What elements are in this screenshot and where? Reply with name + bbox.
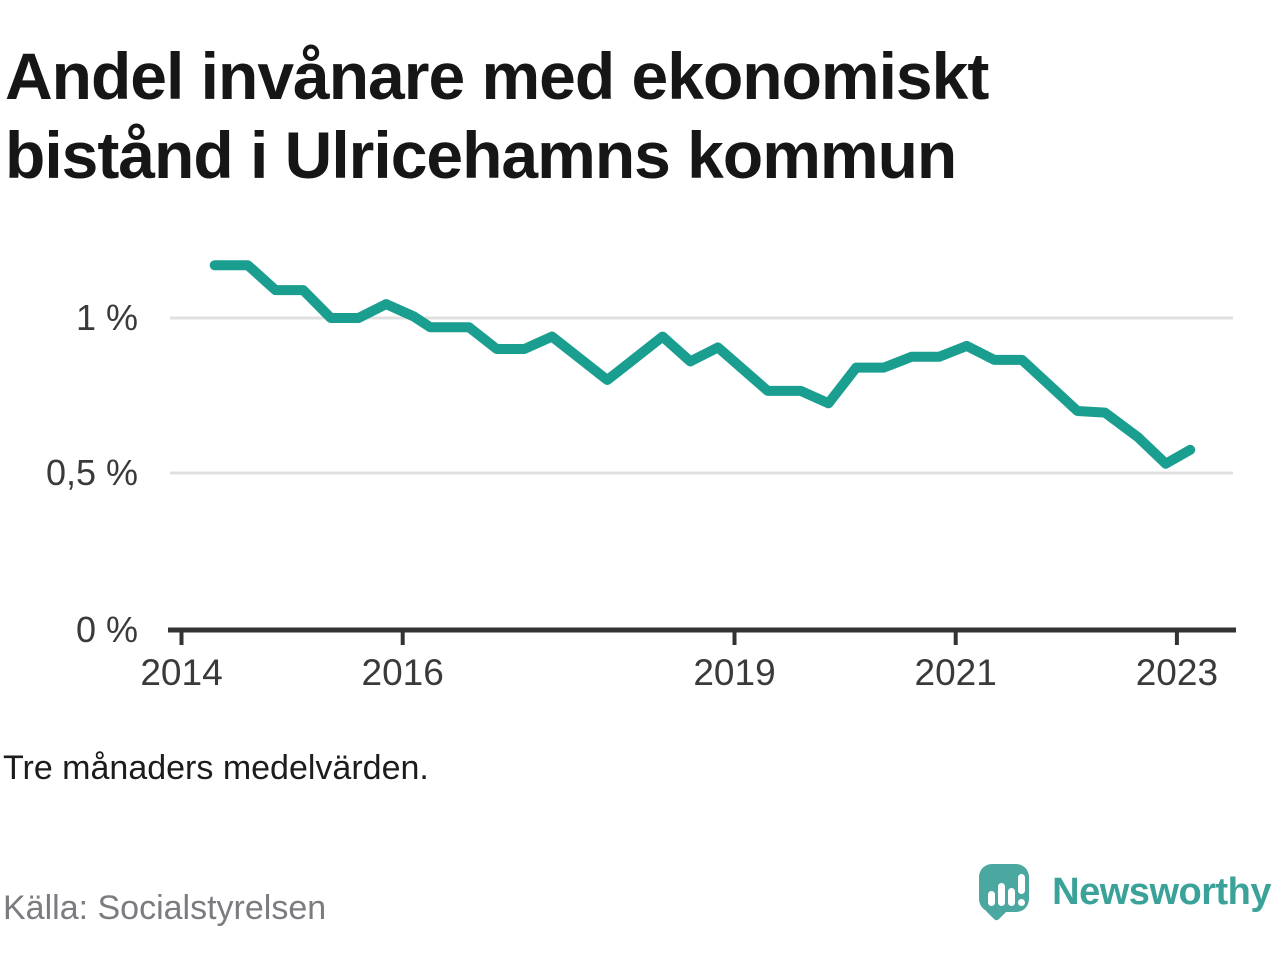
- chart-title-line-2: bistånd i Ulricehamns kommun: [5, 118, 957, 192]
- logo-exclamation-icon: [1018, 874, 1026, 894]
- page-title: Andel invånare med ekonomiskt bistånd i …: [5, 37, 1245, 195]
- source-caption: Källa: Socialstyrelsen: [3, 889, 327, 927]
- y-tick-label: 0,5 %: [46, 452, 138, 493]
- logo-bar-chart-icon: [1008, 888, 1016, 906]
- x-tick-label: 2023: [1136, 652, 1218, 693]
- newsworthy-logo-icon: [979, 864, 1030, 922]
- logo-bar-chart-icon: [988, 891, 996, 906]
- data-series-line: [209, 260, 1196, 469]
- logo-bar-chart-icon: [998, 883, 1006, 906]
- x-tick-label: 2016: [362, 652, 444, 693]
- chart-title-line-1: Andel invånare med ekonomiskt: [5, 39, 989, 113]
- x-tick-label: 2014: [140, 652, 222, 693]
- y-tick-label: 0 %: [76, 609, 138, 650]
- chart-footnote: Tre månaders medelvärden.: [3, 749, 429, 787]
- newsworthy-logo-text: Newsworthy: [1052, 871, 1271, 913]
- logo-exclamation-dot-icon: [1018, 899, 1026, 906]
- x-tick-label: 2021: [915, 652, 997, 693]
- x-tick-label: 2019: [693, 652, 775, 693]
- y-tick-label: 1 %: [76, 297, 138, 338]
- newsworthy-logo: Newsworthy: [979, 864, 1271, 922]
